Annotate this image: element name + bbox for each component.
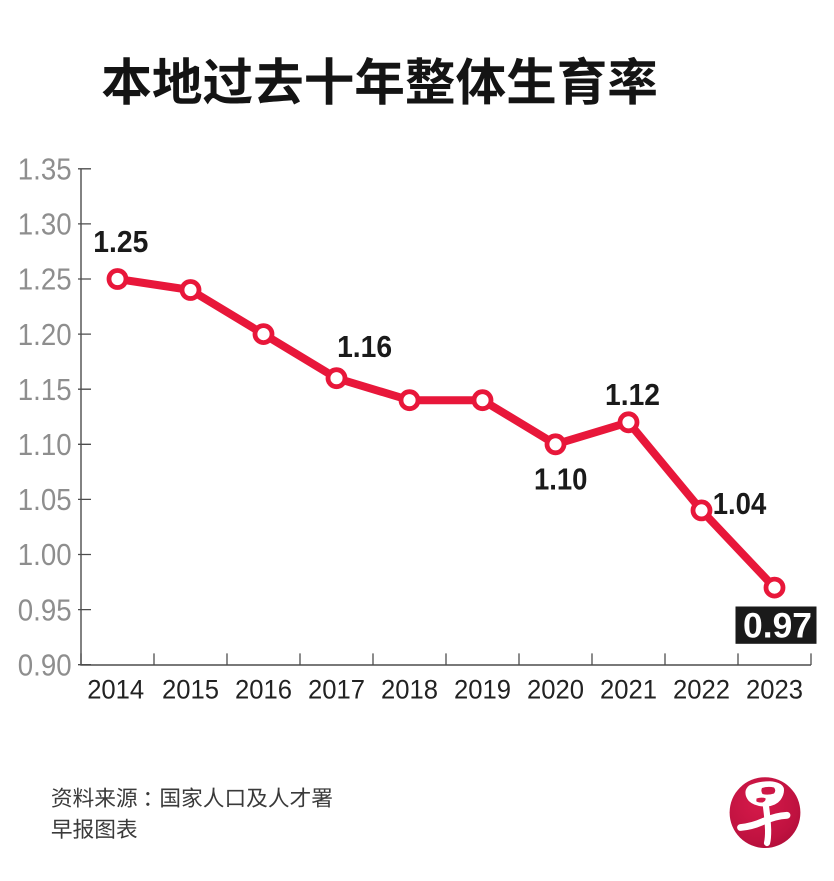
- svg-text:1.10: 1.10: [534, 462, 588, 497]
- svg-text:1.00: 1.00: [18, 537, 72, 572]
- svg-text:1.16: 1.16: [337, 329, 392, 364]
- svg-text:1.25: 1.25: [93, 224, 148, 259]
- svg-text:2019: 2019: [454, 674, 511, 704]
- svg-text:2022: 2022: [673, 674, 730, 704]
- svg-text:2023: 2023: [746, 674, 803, 704]
- svg-text:1.15: 1.15: [18, 372, 72, 407]
- svg-text:2020: 2020: [527, 674, 584, 704]
- svg-text:1.10: 1.10: [18, 427, 72, 462]
- svg-text:0.95: 0.95: [18, 592, 72, 627]
- svg-text:1.12: 1.12: [605, 377, 660, 412]
- svg-text:2016: 2016: [235, 674, 292, 704]
- svg-text:2017: 2017: [308, 674, 365, 704]
- svg-text:2015: 2015: [162, 674, 219, 704]
- svg-text:1.25: 1.25: [18, 262, 72, 297]
- svg-text:1.04: 1.04: [713, 486, 767, 521]
- svg-text:1.35: 1.35: [18, 152, 72, 187]
- svg-text:2021: 2021: [600, 674, 657, 704]
- svg-text:1.05: 1.05: [18, 482, 72, 517]
- svg-text:0.97: 0.97: [743, 607, 812, 646]
- svg-text:1.30: 1.30: [18, 207, 72, 242]
- svg-text:2018: 2018: [381, 674, 438, 704]
- svg-text:0.90: 0.90: [18, 647, 72, 682]
- svg-text:2014: 2014: [87, 674, 144, 704]
- svg-text:1.20: 1.20: [18, 317, 72, 352]
